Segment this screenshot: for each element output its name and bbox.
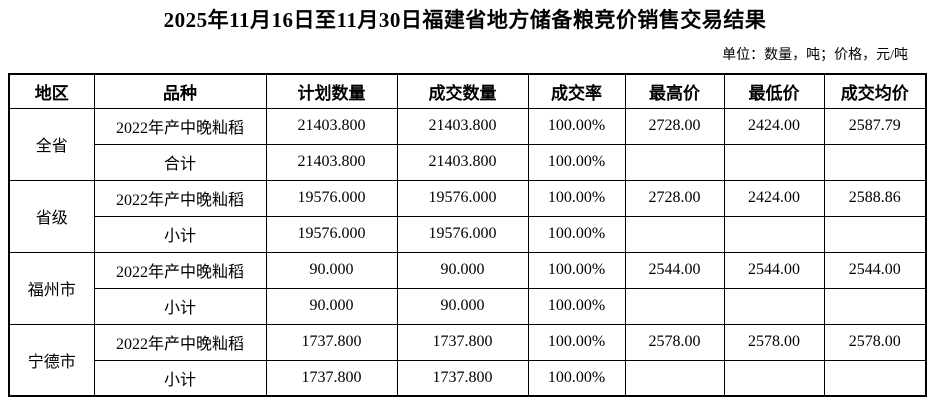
rate-cell: 100.00% <box>527 323 626 361</box>
column-header-high-price: 最高价 <box>624 73 725 109</box>
column-header-low-price: 最低价 <box>723 73 825 109</box>
rate-cell: 100.00% <box>527 287 626 325</box>
avg-price-cell: 2587.79 <box>823 107 927 145</box>
avg-price-cell: 2578.00 <box>823 323 927 361</box>
variety-cell: 小计 <box>93 215 267 253</box>
column-header-planned-qty: 计划数量 <box>265 73 398 109</box>
variety-cell: 合计 <box>93 143 267 181</box>
high-price-cell <box>624 215 725 253</box>
transacted-qty-cell: 21403.800 <box>396 107 529 145</box>
high-price-cell <box>624 287 725 325</box>
rate-cell: 100.00% <box>527 107 626 145</box>
low-price-cell: 2578.00 <box>723 323 825 361</box>
variety-cell: 2022年产中晚籼稻 <box>93 251 267 289</box>
transacted-qty-cell: 90.000 <box>396 287 529 325</box>
transacted-qty-cell: 1737.800 <box>396 359 529 397</box>
rate-cell: 100.00% <box>527 179 626 217</box>
planned-qty-cell: 19576.000 <box>265 215 398 253</box>
table-row: 合计 21403.800 21403.800 100.00% <box>9 143 927 181</box>
planned-qty-cell: 1737.800 <box>265 323 398 361</box>
table-row: 小计 1737.800 1737.800 100.00% <box>9 359 927 397</box>
rate-cell: 100.00% <box>527 251 626 289</box>
column-header-rate: 成交率 <box>527 73 626 109</box>
variety-cell: 2022年产中晚籼稻 <box>93 107 267 145</box>
avg-price-cell <box>823 359 927 397</box>
table-row: 省级 2022年产中晚籼稻 19576.000 19576.000 100.00… <box>8 179 927 253</box>
transacted-qty-cell: 21403.800 <box>396 143 529 181</box>
variety-cell: 2022年产中晚籼稻 <box>93 179 267 217</box>
planned-qty-cell: 1737.800 <box>265 359 398 397</box>
region-cell: 省级 <box>8 179 95 253</box>
results-table: 地区 品种 计划数量 成交数量 成交率 最高价 最低价 成交均价 全省 2022… <box>8 73 927 397</box>
low-price-cell <box>723 359 825 397</box>
planned-qty-cell: 90.000 <box>265 287 398 325</box>
column-header-variety: 品种 <box>93 73 267 109</box>
column-header-avg-price: 成交均价 <box>823 73 927 109</box>
rate-cell: 100.00% <box>527 215 626 253</box>
low-price-cell <box>723 215 825 253</box>
planned-qty-cell: 90.000 <box>265 251 398 289</box>
variety-cell: 小计 <box>93 287 267 325</box>
avg-price-cell <box>823 215 927 253</box>
avg-price-cell <box>823 287 927 325</box>
transacted-qty-cell: 1737.800 <box>396 323 529 361</box>
unit-note: 单位：数量，吨；价格，元/吨 <box>722 48 908 63</box>
rate-cell: 100.00% <box>527 359 626 397</box>
rate-cell: 100.00% <box>527 143 626 181</box>
planned-qty-cell: 21403.800 <box>265 107 398 145</box>
region-cell: 全省 <box>8 107 95 181</box>
region-cell: 宁德市 <box>8 323 95 397</box>
table-row: 全省 2022年产中晚籼稻 21403.800 21403.800 100.00… <box>8 107 927 181</box>
transacted-qty-cell: 19576.000 <box>396 179 529 217</box>
table-row: 小计 19576.000 19576.000 100.00% <box>9 215 927 253</box>
header-row: 地区 品种 计划数量 成交数量 成交率 最高价 最低价 成交均价 <box>8 73 927 109</box>
column-header-region: 地区 <box>8 73 95 109</box>
high-price-cell <box>624 359 725 397</box>
high-price-cell: 2728.00 <box>624 179 725 217</box>
table-row: 福州市 2022年产中晚籼稻 90.000 90.000 100.00% 254… <box>8 251 927 325</box>
low-price-cell: 2544.00 <box>723 251 825 289</box>
high-price-cell: 2578.00 <box>624 323 725 361</box>
transacted-qty-cell: 90.000 <box>396 251 529 289</box>
avg-price-cell: 2544.00 <box>823 251 927 289</box>
planned-qty-cell: 19576.000 <box>265 179 398 217</box>
low-price-cell: 2424.00 <box>723 107 825 145</box>
low-price-cell <box>723 287 825 325</box>
region-cell: 福州市 <box>8 251 95 325</box>
low-price-cell: 2424.00 <box>723 179 825 217</box>
column-header-transacted-qty: 成交数量 <box>396 73 529 109</box>
page-title: 2025年11月16日至11月30日福建省地方储备粮竞价销售交易结果 <box>163 8 767 32</box>
variety-cell: 小计 <box>93 359 267 397</box>
high-price-cell: 2728.00 <box>624 107 725 145</box>
high-price-cell: 2544.00 <box>624 251 725 289</box>
transacted-qty-cell: 19576.000 <box>396 215 529 253</box>
table-row: 小计 90.000 90.000 100.00% <box>9 287 927 325</box>
planned-qty-cell: 21403.800 <box>265 143 398 181</box>
low-price-cell <box>723 143 825 181</box>
high-price-cell <box>624 143 725 181</box>
avg-price-cell: 2588.86 <box>823 179 927 217</box>
avg-price-cell <box>823 143 927 181</box>
variety-cell: 2022年产中晚籼稻 <box>93 323 267 361</box>
table-row: 宁德市 2022年产中晚籼稻 1737.800 1737.800 100.00%… <box>8 323 927 397</box>
